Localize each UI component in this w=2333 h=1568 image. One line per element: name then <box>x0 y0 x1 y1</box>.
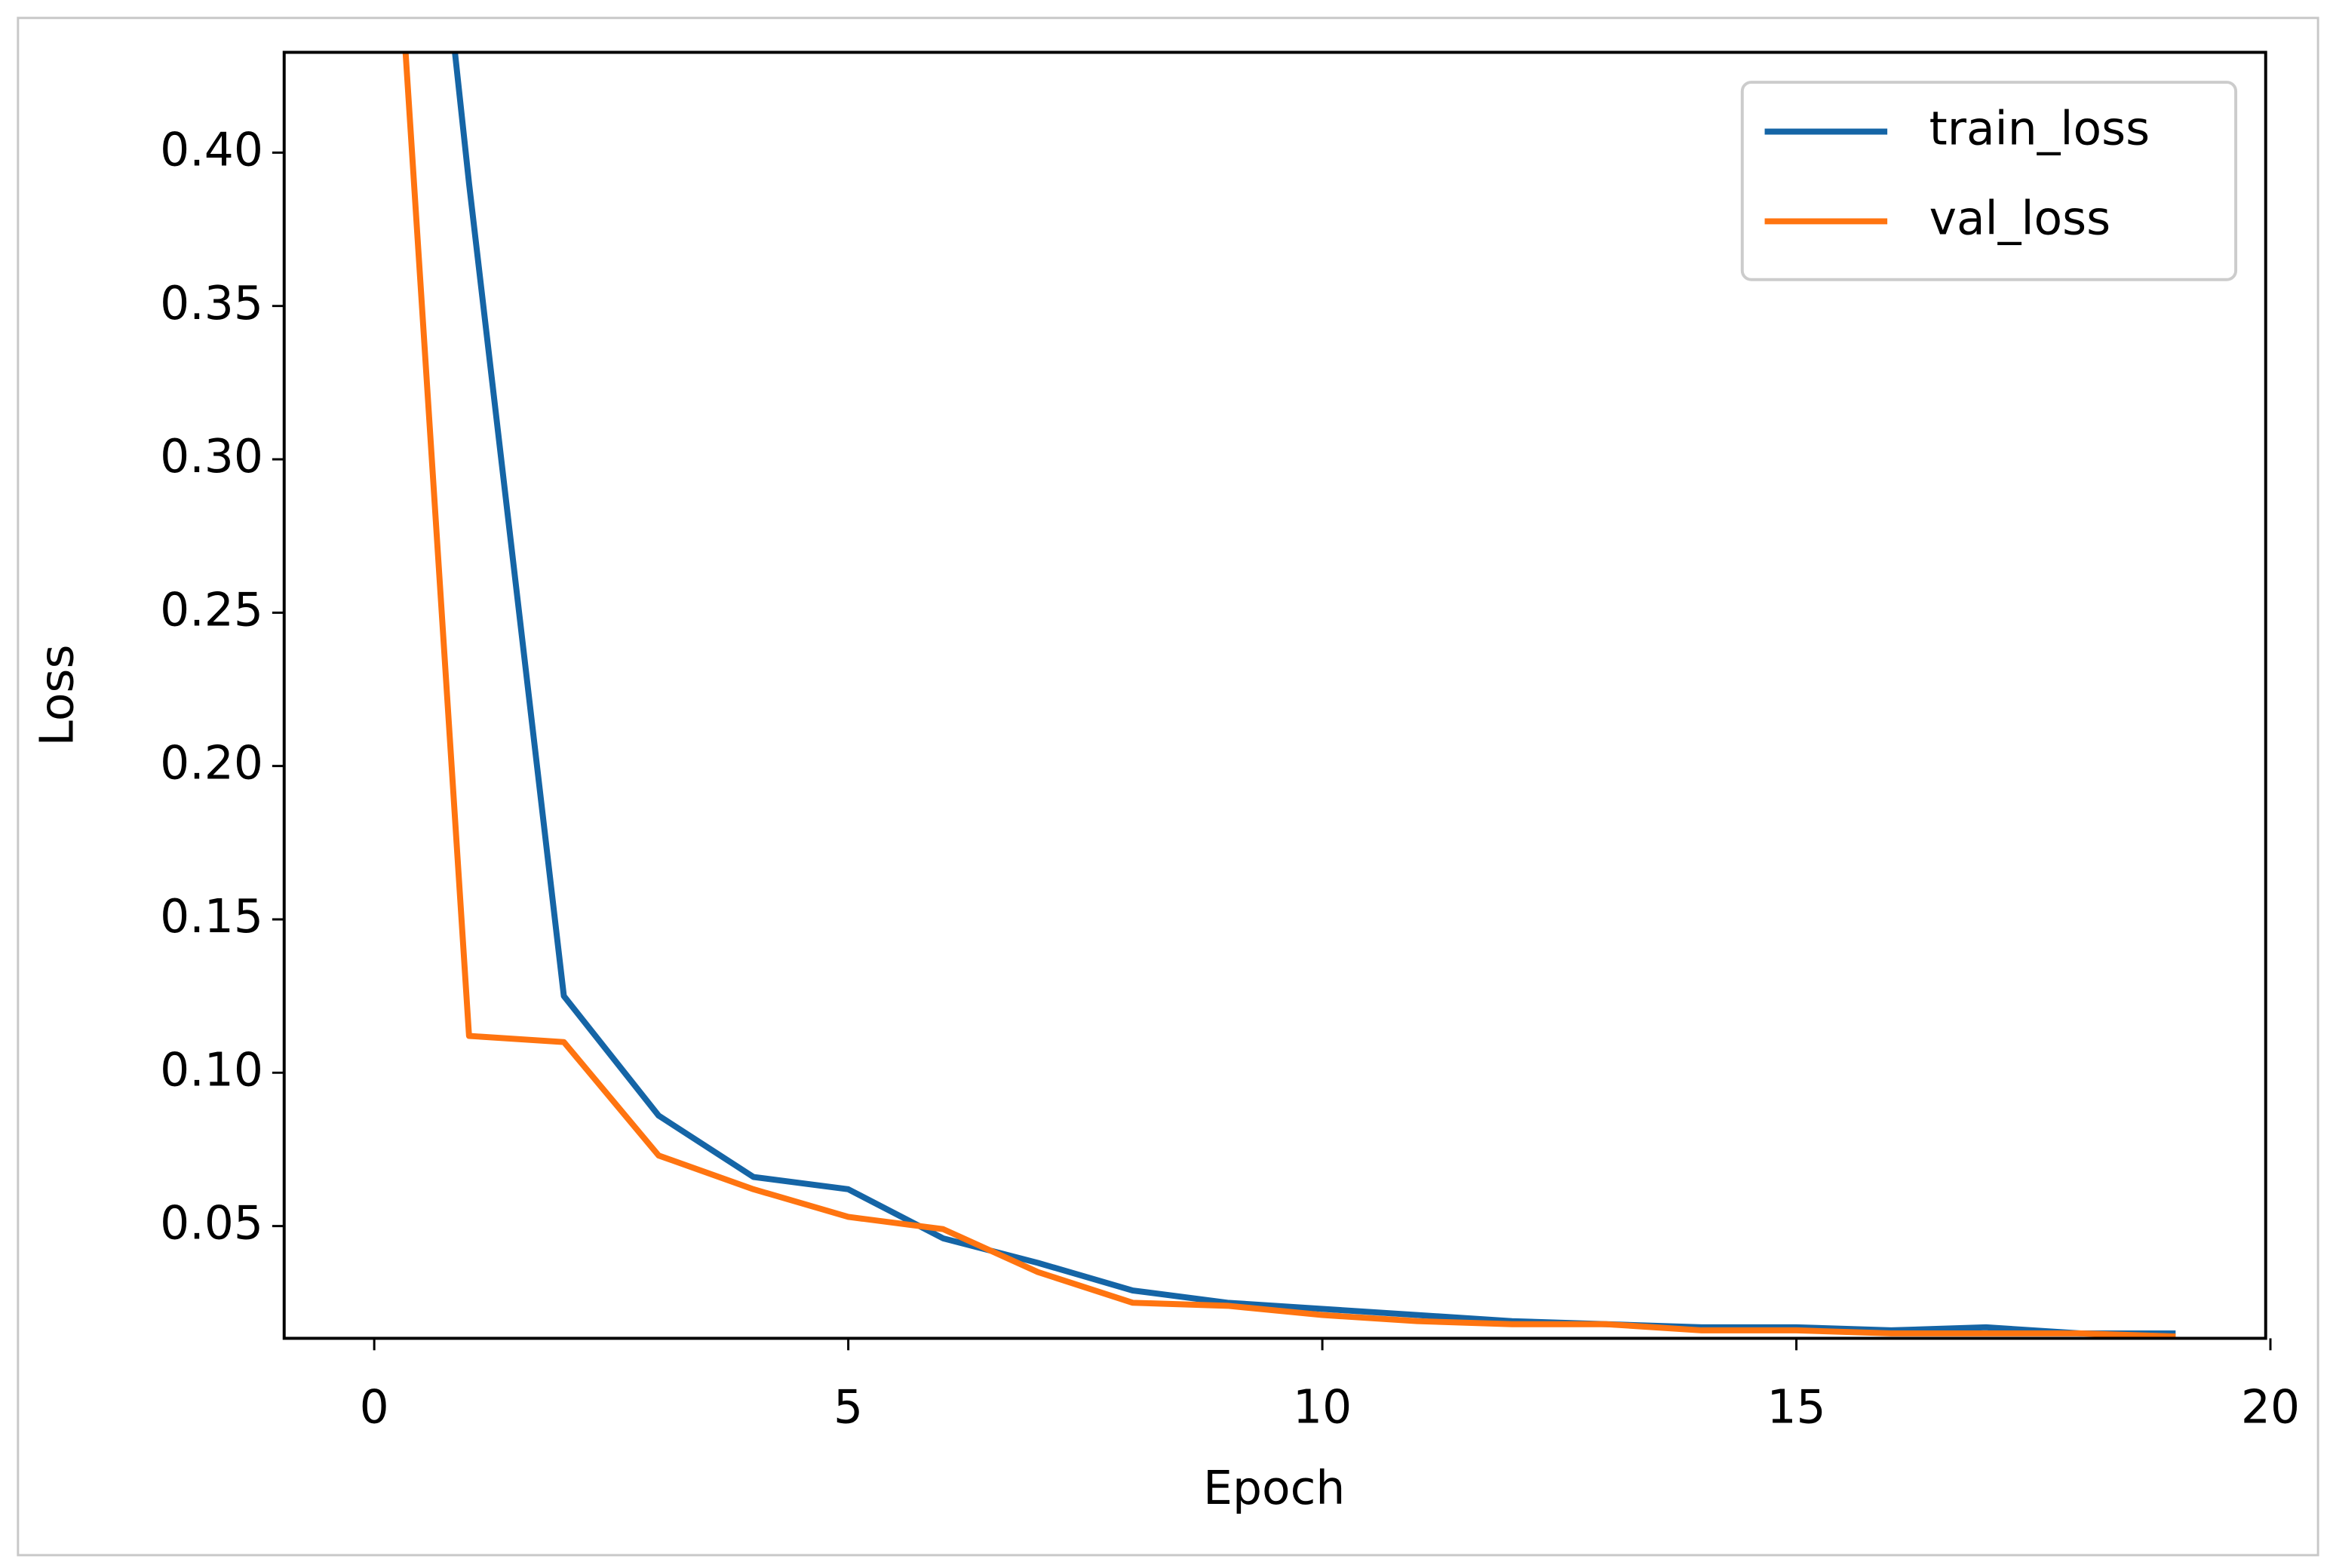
y-axis-label: Loss <box>30 645 84 747</box>
plot-border <box>282 51 2267 1340</box>
y-tick-label: 0.40 <box>160 123 263 176</box>
y-tick-label: 0.10 <box>160 1043 263 1097</box>
x-axis-label: Epoch <box>1203 1462 1345 1515</box>
y-tick-label: 0.15 <box>160 890 263 944</box>
y-tick-label: 0.20 <box>160 737 263 790</box>
series-line <box>452 52 2176 1336</box>
x-tick-label: 15 <box>1767 1381 1825 1435</box>
x-tick-label: 5 <box>833 1381 863 1435</box>
plot-lines <box>402 52 2176 1339</box>
x-tick-label: 10 <box>1293 1381 1352 1435</box>
legend-label: val_loss <box>1929 192 2111 246</box>
x-tick-label: 0 <box>360 1381 389 1435</box>
y-tick-label: 0.35 <box>160 277 263 330</box>
legend-label: train_loss <box>1929 103 2150 156</box>
x-tick-label: 20 <box>2241 1381 2300 1435</box>
y-tick-label: 0.30 <box>160 430 263 483</box>
y-tick-label: 0.05 <box>160 1197 263 1250</box>
y-tick-label: 0.25 <box>160 583 263 637</box>
series-line <box>402 52 2176 1339</box>
